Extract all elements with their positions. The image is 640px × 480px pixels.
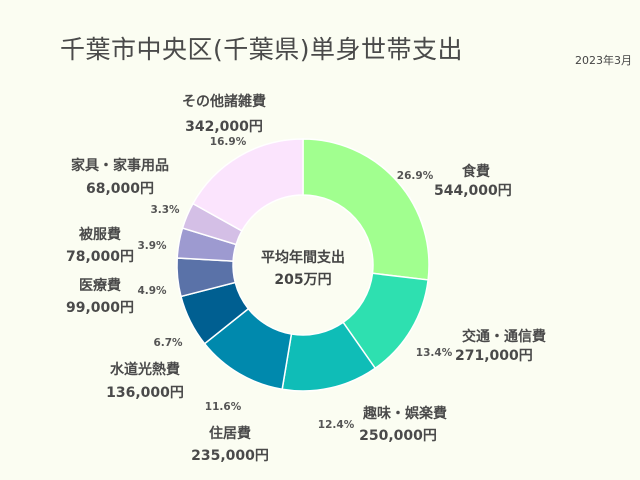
value-label-8: 68,000円 — [86, 181, 154, 197]
percent-label-5: 6.7% — [153, 337, 183, 349]
category-label-8: 家具・家事用品 — [71, 157, 169, 174]
value-label-1: 544,000円 — [434, 183, 512, 199]
category-label-9: その他諸雑費 — [182, 93, 266, 110]
value-label-4: 235,000円 — [191, 448, 269, 464]
percent-label-4: 11.6% — [205, 401, 242, 413]
value-label-5: 136,000円 — [106, 385, 184, 401]
category-label-2: 交通・通信費 — [462, 328, 546, 345]
percent-label-8: 3.3% — [150, 204, 180, 216]
slice-9 — [191, 138, 304, 232]
value-label-9: 342,000円 — [185, 119, 263, 135]
center-label-line2: 205万円 — [274, 272, 331, 288]
value-label-6: 99,000円 — [66, 300, 134, 316]
percent-label-2: 13.4% — [416, 347, 453, 359]
value-label-2: 271,000円 — [455, 348, 533, 364]
category-label-5: 水道光熱費 — [110, 361, 180, 378]
category-label-1: 食費 — [462, 163, 490, 180]
category-label-3: 趣味・娯楽費 — [362, 405, 447, 422]
chart-title: 千葉市中央区(千葉県)単身世帯支出 — [60, 35, 464, 64]
percent-label-9: 16.9% — [210, 136, 247, 148]
value-label-7: 78,000円 — [66, 249, 134, 265]
slices-group — [176, 138, 430, 392]
date-label: 2023年3月 — [575, 54, 632, 67]
center-label-line1: 平均年間支出 — [261, 249, 345, 266]
percent-label-7: 3.9% — [137, 240, 167, 252]
value-label-3: 250,000円 — [359, 428, 437, 444]
percent-label-1: 26.9% — [397, 170, 434, 182]
category-label-4: 住居費 — [209, 425, 251, 442]
slice-1 — [302, 138, 430, 281]
percent-label-3: 12.4% — [318, 419, 355, 431]
category-label-7: 被服費 — [79, 226, 121, 243]
category-label-6: 医療費 — [79, 277, 121, 294]
percent-label-6: 4.9% — [137, 285, 167, 297]
